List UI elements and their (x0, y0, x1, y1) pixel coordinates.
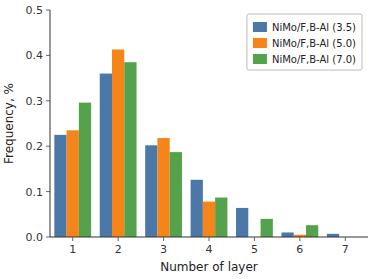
bar (261, 219, 273, 237)
y-tick (46, 191, 50, 192)
bar (100, 74, 112, 237)
y-tick (46, 55, 50, 56)
x-axis-label: Number of layer (160, 260, 258, 274)
x-tick (299, 237, 300, 241)
y-axis-label: Frequency, % (2, 83, 16, 164)
x-tick (209, 237, 210, 241)
x-tick-label: 6 (296, 243, 303, 256)
legend-label: NiMo/F,B-Al (5.0) (272, 38, 356, 49)
bar (215, 198, 227, 237)
y-tick-label: 0.2 (26, 140, 44, 153)
bar (306, 225, 318, 237)
x-tick-label: 3 (160, 243, 167, 256)
bar (236, 208, 248, 237)
bar (112, 49, 124, 237)
bar (54, 135, 66, 237)
x-tick (118, 237, 119, 241)
y-tick (46, 146, 50, 147)
bar (67, 130, 79, 237)
legend-swatch (253, 54, 267, 64)
legend-swatch (253, 38, 267, 48)
bar (124, 62, 136, 237)
bars (54, 49, 339, 237)
x-tick-label: 7 (342, 243, 349, 256)
bar (281, 232, 293, 237)
x-tick-label: 1 (69, 243, 76, 256)
x-tick (345, 237, 346, 241)
y-tick-label: 0.4 (26, 49, 44, 62)
bar (145, 145, 157, 237)
bar (157, 138, 169, 237)
x-tick (163, 237, 164, 241)
legend-label: NiMo/F,B-Al (7.0) (272, 54, 356, 65)
legend-swatch (253, 22, 267, 32)
bar (79, 103, 91, 237)
y-tick-label: 0.1 (26, 186, 44, 199)
chart: 0.0 0.1 0.2 0.3 0.4 0.5 1 2 3 4 5 6 7 Number of layer… (0, 0, 378, 279)
y-axis (50, 10, 51, 237)
y-tick (46, 100, 50, 101)
legend-box (247, 14, 362, 70)
y-tick-label: 0.5 (26, 4, 44, 17)
y-tick (46, 10, 50, 11)
y-tick-label: 0.0 (26, 231, 44, 244)
bar (191, 180, 203, 237)
x-tick (254, 237, 255, 241)
y-tick (46, 237, 50, 238)
legend: NiMo/F,B-Al (3.5) NiMo/F,B-Al (5.0) NiMo/F… (247, 14, 362, 70)
x-tick-label: 4 (206, 243, 213, 256)
bar (203, 202, 215, 237)
x-tick-label: 5 (251, 243, 258, 256)
legend-label: NiMo/F,B-Al (3.5) (272, 22, 356, 33)
x-tick (72, 237, 73, 241)
x-tick-label: 2 (115, 243, 122, 256)
bar (170, 152, 182, 237)
y-tick-label: 0.3 (26, 95, 44, 108)
